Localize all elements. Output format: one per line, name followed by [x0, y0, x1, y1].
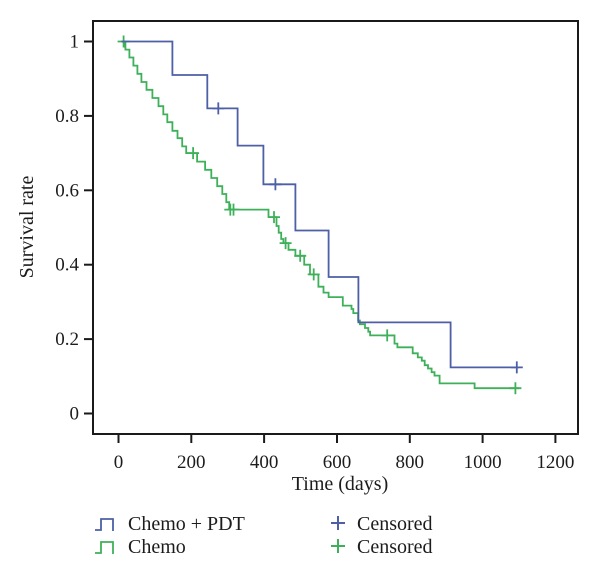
censor-marker-chemo — [279, 237, 292, 250]
censor-marker-chemo-pdt — [510, 361, 523, 374]
censor-marker-chemo-pdt — [212, 102, 225, 115]
y-tick-label: 1 — [70, 32, 80, 53]
legend-series-label: Chemo + PDT — [128, 513, 245, 535]
y-tick-label: 0.8 — [55, 106, 79, 127]
legend-step-icon — [95, 518, 114, 531]
x-tick-label: 1000 — [464, 452, 502, 473]
legend-plus-icon — [331, 539, 345, 553]
legend-censored-label: Censored — [357, 536, 433, 558]
censor-marker-chemo — [187, 147, 200, 160]
legend-step-icon — [95, 541, 114, 554]
x-tick-label: 600 — [323, 452, 352, 473]
censor-marker-chemo — [227, 203, 240, 216]
x-tick-label: 0 — [114, 452, 124, 473]
censor-marker-chemo — [268, 211, 280, 224]
x-tick-label: 1200 — [536, 452, 574, 473]
y-tick-label: 0.2 — [55, 329, 79, 350]
plot-border — [92, 20, 579, 435]
y-tick-label: 0.6 — [55, 180, 79, 201]
y-axis-label: Survival rate — [16, 176, 38, 279]
censor-marker-chemo — [307, 268, 320, 281]
x-tick-label: 200 — [177, 452, 206, 473]
series-line-chemo-pdt — [121, 40, 519, 369]
series-layer — [117, 35, 523, 395]
legend-plus-icon — [331, 516, 345, 530]
censor-marker-chemo-pdt — [269, 178, 282, 191]
series-line-chemo — [122, 40, 519, 390]
censor-marker-chemo — [509, 382, 522, 395]
y-tick-label: 0 — [70, 404, 80, 425]
legend-series-label: Chemo — [128, 536, 186, 558]
x-tick-label: 400 — [250, 452, 279, 473]
x-axis-label: Time (days) — [292, 473, 388, 495]
censor-marker-chemo — [381, 329, 394, 342]
axis-ticks: 0 200 400 600 800 1000 1200 0 0.2 0.4 0.6 0.8 1 — [55, 32, 574, 474]
legend-censored-label: Censored — [357, 513, 433, 535]
x-tick-label: 800 — [396, 452, 425, 473]
censor-marker-chemo — [294, 249, 307, 262]
y-tick-label: 0.4 — [55, 255, 79, 276]
